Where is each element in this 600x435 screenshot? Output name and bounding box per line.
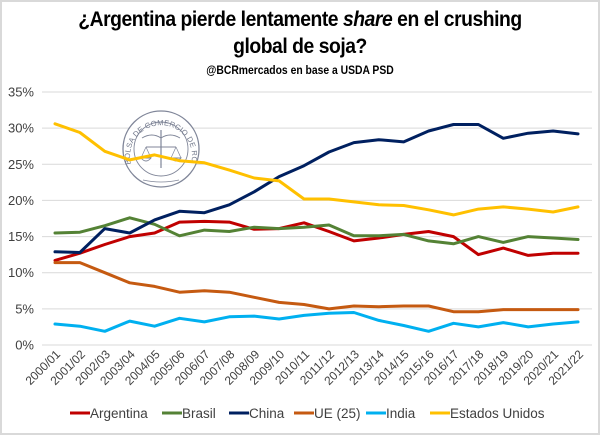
- title-line1-post: en el crushing: [392, 8, 522, 31]
- y-tick-label: 30%: [8, 121, 34, 136]
- y-tick-label: 10%: [8, 265, 34, 280]
- legend-label: UE (25): [314, 406, 361, 421]
- series-line-india: [53, 311, 580, 333]
- series-line-estados-unidos: [53, 122, 580, 217]
- legend-item: UE (25): [294, 406, 361, 421]
- title-line1-pre: ¿Argentina pierde lentamente: [78, 8, 343, 31]
- legend-label: Argentina: [90, 406, 148, 421]
- legend-item: China: [229, 406, 285, 421]
- legend: Argentina Brasil China UE (25) India Estados …: [70, 406, 545, 421]
- legend-item: India: [366, 406, 416, 421]
- y-tick-label: 15%: [8, 229, 34, 244]
- title-line1-emphasis: share: [342, 8, 393, 31]
- legend-label: Brasil: [182, 406, 216, 421]
- x-axis: 2000/012001/022002/032003/042004/052005/…: [23, 347, 587, 388]
- y-tick-label: 25%: [8, 157, 34, 172]
- y-tick-label: 5%: [15, 301, 34, 316]
- legend-label: India: [386, 406, 416, 421]
- title-line2: global de soja?: [233, 35, 367, 58]
- chart-subtitle: @BCRmercados en base a USDA PSD: [206, 65, 394, 77]
- chart-title: ¿Argentina pierde lentamente share en el…: [26, 6, 574, 60]
- legend-label: China: [249, 406, 285, 421]
- y-tick-label: 0%: [15, 338, 34, 353]
- legend-item: Argentina: [70, 406, 148, 421]
- series-line-ue-25: [53, 261, 580, 314]
- legend-item: Brasil: [162, 406, 216, 421]
- legend-label: Estados Unidos: [450, 406, 545, 421]
- series-line-china: [53, 123, 580, 254]
- series-lines: [53, 122, 580, 333]
- y-tick-label: 35%: [8, 85, 34, 100]
- y-axis: 0% 5% 10% 15% 20% 25% 30% 35%: [8, 85, 34, 353]
- y-tick-label: 20%: [8, 193, 34, 208]
- series-line-brasil: [53, 216, 580, 246]
- legend-item: Estados Unidos: [430, 406, 545, 421]
